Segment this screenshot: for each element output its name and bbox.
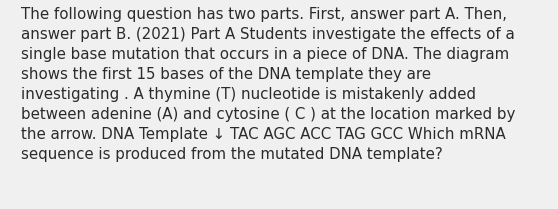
Text: The following question has two parts. First, answer part A. Then,
answer part B.: The following question has two parts. Fi…	[21, 7, 515, 162]
